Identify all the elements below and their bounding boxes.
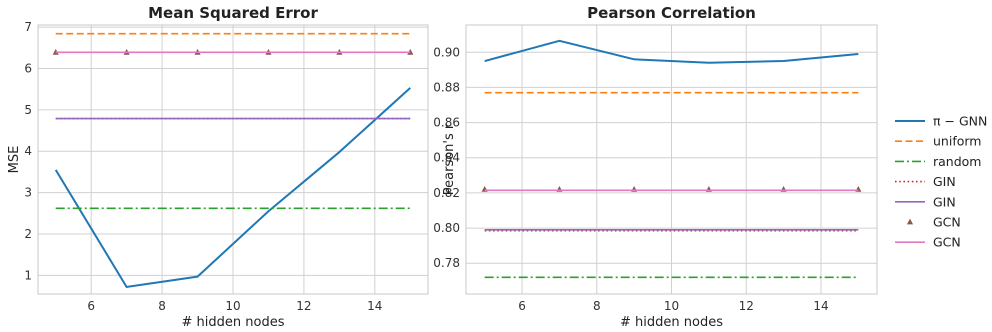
x-tick-label: 14 [367, 299, 382, 313]
y-tick-label: 4 [24, 144, 32, 158]
x-tick-label: 14 [813, 299, 828, 313]
x-tick-label: 12 [296, 299, 311, 313]
y-tick-label: 2 [24, 227, 32, 241]
x-tick-label: 12 [739, 299, 754, 313]
series-gnn-solid [54, 87, 411, 288]
series-gnn-solid [484, 39, 859, 64]
y-tick-label: 0.88 [433, 80, 460, 94]
x-tick-label: 8 [593, 299, 601, 313]
y-tick-label: 7 [24, 20, 32, 34]
y-tick-label: 1 [24, 268, 32, 282]
y-tick-label: 6 [24, 61, 32, 75]
legend-entry: GCN [895, 235, 961, 250]
legend-entry: GCN [906, 215, 961, 230]
x-tick-label: 6 [518, 299, 526, 313]
legend-label: π − GNN [933, 114, 987, 129]
legend-entry: random [895, 154, 981, 169]
x-tick-label: 8 [158, 299, 166, 313]
y-tick-label: 0.90 [433, 45, 460, 59]
legend-entry: π − GNN [895, 114, 987, 129]
y-tick-label: 5 [24, 103, 32, 117]
y-tick-label: 3 [24, 186, 32, 200]
x-tick-label: 6 [87, 299, 95, 313]
y-tick-label: 0.80 [433, 221, 460, 235]
legend-swatch-marker [906, 218, 914, 225]
x-tick-label: 10 [225, 299, 240, 313]
legend: π − GNN uniform random GIN GIN GCN GCN [895, 114, 987, 250]
y-axis-label: MSE [7, 146, 22, 174]
y-tick-label: 0.86 [433, 116, 460, 130]
x-axis-label: # hidden nodes [620, 315, 723, 330]
legend-entry: GIN [895, 194, 956, 209]
plot-frame [37, 24, 429, 295]
pearson-panel: 6 8 10 12 14 0.78 0.80 0.82 0.84 0.86 0.88 0.90 Pear… [433, 4, 878, 330]
legend-label: GCN [933, 215, 961, 230]
y-tick-label: 0.78 [433, 256, 460, 270]
chart-title: Mean Squared Error [148, 4, 318, 22]
chart-title: Pearson Correlation [587, 4, 756, 22]
legend-label: random [933, 154, 981, 169]
x-axis-label: # hidden nodes [182, 315, 285, 330]
y-tick-label: 0.84 [433, 151, 460, 165]
legend-entry: GIN [895, 174, 956, 189]
legend-label: GIN [933, 194, 956, 209]
legend-entry: uniform [895, 134, 981, 149]
legend-label: GCN [933, 235, 961, 250]
legend-label: GIN [933, 174, 956, 189]
y-axis-label: Pearson's r [442, 123, 457, 195]
y-tick-label: 0.82 [433, 186, 460, 200]
x-tick-label: 10 [664, 299, 679, 313]
legend-label: uniform [933, 134, 981, 149]
plot-frame [465, 24, 878, 295]
